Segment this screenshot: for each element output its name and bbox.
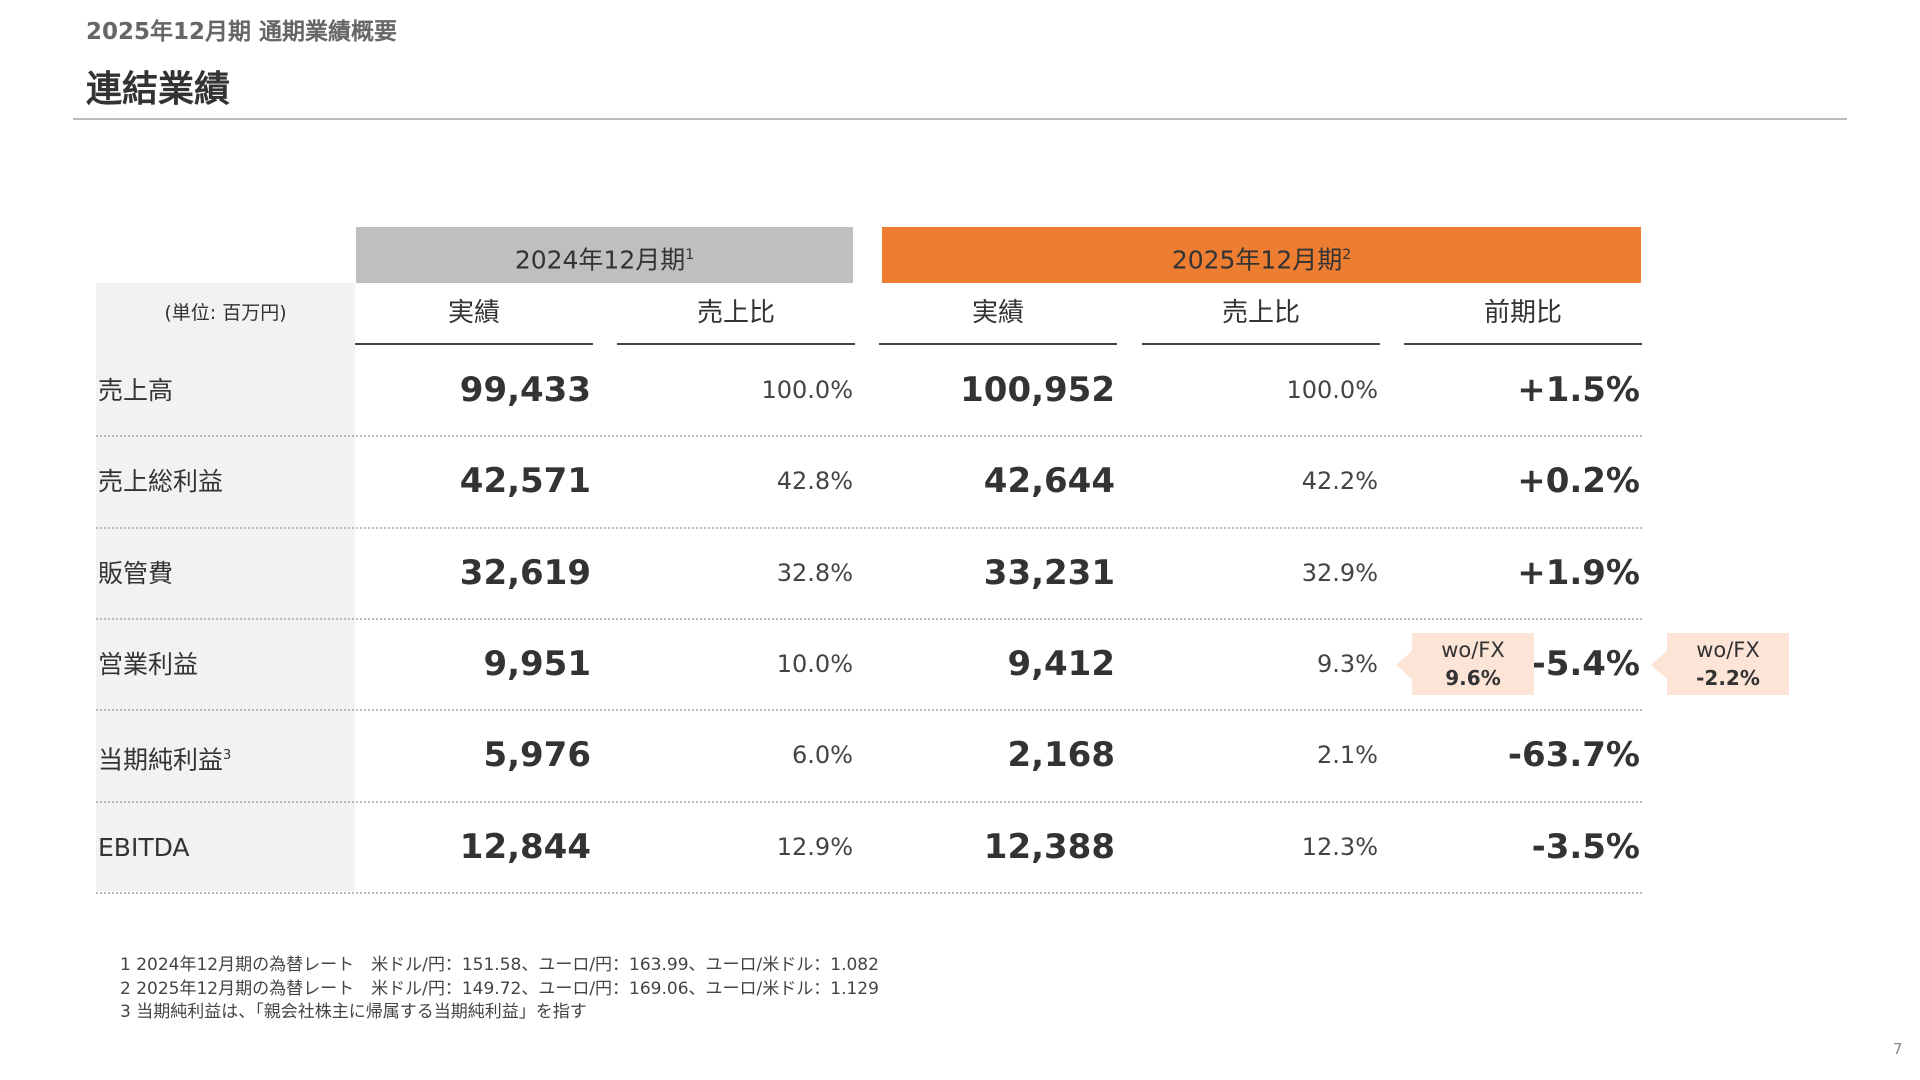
column-header: 売上比 — [617, 283, 855, 345]
title: 連結業績 — [86, 69, 231, 110]
footnote: 2 2025年12月期の為替レート 米ドル/円：149.72、ユーロ/円：169… — [120, 979, 879, 999]
footnote-ref: 3 — [223, 748, 232, 764]
callout-pointer — [1396, 650, 1412, 679]
label-column-bg — [96, 283, 355, 891]
group-header: 2025年12月期2 — [882, 227, 1641, 283]
footnote: 3 当期純利益は、「親会社株主に帰属する当期純利益」を指す — [120, 1002, 587, 1022]
column-header: 前期比 — [1404, 283, 1642, 345]
callout-value: 9.6% — [1445, 665, 1501, 690]
value-cell: 12,388 — [983, 826, 1115, 867]
footnote-ref: 2 — [1342, 247, 1352, 263]
ratio-cell: 42.8% — [776, 467, 853, 496]
value-cell: -3.5% — [1531, 826, 1640, 867]
row-divider — [96, 435, 1642, 438]
row-label-text: EBITDA — [98, 832, 190, 862]
ratio-cell: 12.9% — [776, 832, 853, 861]
value-cell: 99,433 — [459, 370, 591, 410]
value-cell: 5,976 — [483, 735, 591, 776]
ratio-cell: 6.0% — [792, 741, 853, 770]
row-label: 売上高 — [98, 345, 173, 436]
row-divider — [96, 526, 1642, 529]
column-header: 売上比 — [1142, 283, 1380, 345]
group-label: 2024年12月期 — [514, 245, 686, 275]
page-number: 7 — [1893, 1040, 1903, 1058]
ratio-cell: 32.8% — [776, 558, 853, 587]
row-divider — [96, 709, 1642, 712]
value-cell: 32,619 — [459, 552, 591, 593]
ratio-cell: 10.0% — [776, 649, 853, 678]
callout-label: wo/FX — [1696, 637, 1760, 662]
value-cell: 100,952 — [960, 370, 1115, 410]
ratio-cell: 100.0% — [761, 376, 853, 404]
row-label-text: 販管費 — [98, 558, 174, 588]
value-cell: 9,951 — [483, 643, 591, 684]
callout-label: wo/FX — [1441, 637, 1505, 662]
row-label-text: 当期純利益 — [98, 745, 224, 775]
callout: wo/FX 9.6% — [1412, 632, 1534, 695]
value-cell: 2,168 — [1007, 735, 1115, 776]
row-label-text: 売上総利益 — [98, 467, 224, 497]
value-cell: -5.4% — [1531, 643, 1640, 684]
row-label: EBITDA — [98, 802, 190, 893]
ratio-cell: 32.9% — [1301, 558, 1378, 587]
value-cell: +1.9% — [1517, 552, 1640, 593]
row-label: 当期純利益3 — [98, 710, 231, 801]
callout: wo/FX -2.2% — [1667, 632, 1789, 695]
value-cell: -63.7% — [1507, 735, 1640, 776]
ratio-cell: 2.1% — [1317, 741, 1378, 770]
value-cell: 42,571 — [459, 461, 591, 502]
column-header: 実績 — [879, 283, 1117, 345]
row-label: 営業利益 — [98, 619, 198, 710]
row-label-text: 営業利益 — [98, 649, 199, 679]
row-divider — [96, 800, 1642, 803]
ratio-cell: 9.3% — [1317, 649, 1378, 678]
row-label: 販管費 — [98, 528, 173, 619]
footnote-ref: 1 — [685, 247, 695, 263]
ratio-cell: 12.3% — [1301, 832, 1378, 861]
subtitle: 2025年12月期 通期業績概要 — [86, 19, 398, 45]
ratio-cell: 42.2% — [1301, 467, 1378, 496]
value-cell: 33,231 — [983, 552, 1115, 593]
title-rule — [73, 118, 1847, 120]
row-divider — [96, 891, 1642, 894]
row-label-text: 売上高 — [98, 376, 174, 405]
value-cell: +1.5% — [1517, 370, 1640, 410]
value-cell: 42,644 — [983, 461, 1115, 502]
callout-pointer — [1651, 650, 1667, 679]
group-header: 2024年12月期1 — [356, 227, 853, 283]
footnote: 1 2024年12月期の為替レート 米ドル/円：151.58、ユーロ/円：163… — [120, 955, 879, 975]
value-cell: 9,412 — [1007, 643, 1115, 684]
value-cell: +0.2% — [1517, 461, 1640, 502]
row-divider — [96, 617, 1642, 620]
row-label: 売上総利益 — [98, 436, 223, 527]
ratio-cell: 100.0% — [1286, 376, 1378, 404]
group-label: 2025年12月期 — [1171, 245, 1343, 275]
callout-value: -2.2% — [1696, 665, 1760, 690]
column-header: 実績 — [355, 283, 593, 345]
unit-label: (単位: 百万円) — [164, 302, 287, 324]
value-cell: 12,844 — [459, 826, 591, 867]
